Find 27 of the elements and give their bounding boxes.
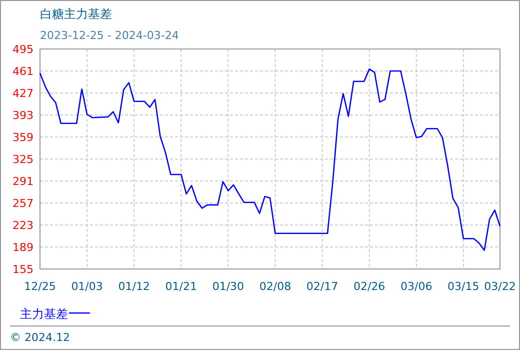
- x-tick-label: 02/17: [306, 280, 338, 293]
- x-tick-label: 03/15: [448, 280, 480, 293]
- line-series: [39, 68, 501, 251]
- chart-subtitle: 2023-12-25 - 2024-03-24: [40, 29, 179, 42]
- x-tick-label: 02/08: [259, 280, 292, 293]
- y-tick-label: 155: [12, 263, 34, 276]
- y-tick-label: 495: [12, 43, 34, 56]
- y-tick-label: 393: [12, 109, 34, 122]
- y-tick-label: 291: [12, 175, 34, 188]
- x-tick-label: 01/03: [71, 280, 103, 293]
- text: © 2024.12: [10, 331, 70, 344]
- x-tick-label: 02/26: [353, 280, 386, 293]
- chart-title: 白糖主力基差: [40, 7, 112, 21]
- x-tick-label: 12/25: [24, 280, 56, 293]
- y-tick-label: 325: [12, 153, 34, 166]
- x-tick-label: 03/06: [400, 280, 432, 293]
- x-tick-label: 03/22: [484, 280, 516, 293]
- x-tick-label: 01/30: [212, 280, 244, 293]
- y-tick-label: 257: [12, 197, 34, 210]
- x-tick-label: 01/21: [165, 280, 197, 293]
- legend-label: 主力基差: [20, 307, 68, 321]
- y-tick-label: 359: [12, 131, 34, 144]
- y-tick-label: 223: [12, 219, 34, 232]
- y-tick-label: 427: [12, 87, 34, 100]
- y-tick-label: 189: [12, 241, 34, 254]
- y-tick-label: 461: [12, 65, 34, 78]
- x-tick-label: 01/12: [118, 280, 150, 293]
